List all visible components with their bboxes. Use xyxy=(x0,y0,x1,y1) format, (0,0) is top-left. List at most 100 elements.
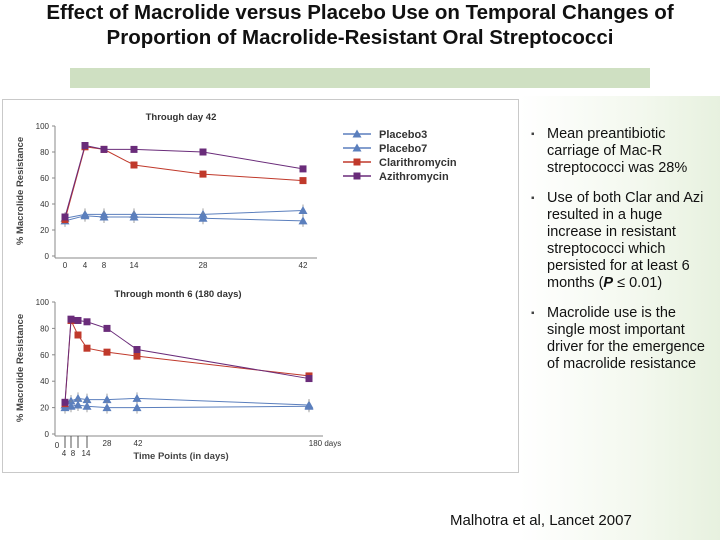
data-point xyxy=(100,145,108,153)
y-tick-label: 60 xyxy=(40,174,49,183)
p-value-label: P xyxy=(603,275,614,291)
data-point xyxy=(67,315,75,323)
y-tick-label: 20 xyxy=(40,404,49,413)
x-tick-label: 28 xyxy=(199,261,208,270)
bullet-text: Macrolide use is the single most importa… xyxy=(547,305,705,372)
data-point xyxy=(133,346,141,354)
x-tick-label: 8 xyxy=(102,261,107,270)
series-line xyxy=(64,144,304,218)
x-tick-label: 28 xyxy=(103,439,112,448)
x-tick-label: 14 xyxy=(82,449,91,458)
data-point xyxy=(82,401,92,410)
legend-marker xyxy=(353,158,361,166)
bullet-marker: ▪ xyxy=(531,308,535,319)
title-line-2: Proportion of Macrolide-Resistant Oral S… xyxy=(106,26,614,49)
legend-label: Azithromycin xyxy=(379,171,449,183)
legend-label: Clarithromycin xyxy=(379,157,457,169)
bullet-item: ▪ Mean preantibiotic carriage of Mac-R s… xyxy=(527,126,717,177)
series-line xyxy=(64,215,304,222)
accent-band xyxy=(70,68,650,88)
data-point xyxy=(299,177,307,185)
data-point xyxy=(61,398,69,406)
bullet-item: ▪ Use of both Clar and Azi resulted in a… xyxy=(527,190,717,292)
legend-marker xyxy=(353,172,361,180)
y-tick-label: 0 xyxy=(45,252,50,261)
slide-title: Effect of Macrolide versus Placebo Use o… xyxy=(0,0,720,50)
data-point xyxy=(130,161,138,169)
x-tick-label: 14 xyxy=(130,261,139,270)
y-tick-label: 0 xyxy=(45,430,50,439)
y-axis-title: % Macrolide Resistance xyxy=(15,314,26,422)
data-point xyxy=(74,316,82,324)
bullet-item: ▪ Macrolide use is the single most impor… xyxy=(527,305,717,373)
data-point xyxy=(132,403,142,412)
legend-marker xyxy=(352,143,362,152)
bullet-list: ▪ Mean preantibiotic carriage of Mac-R s… xyxy=(527,126,717,386)
data-point xyxy=(102,403,112,412)
data-point xyxy=(198,213,208,222)
data-point xyxy=(199,170,207,178)
data-point xyxy=(199,148,207,156)
data-point xyxy=(103,348,111,356)
data-point xyxy=(130,145,138,153)
bullet-marker: ▪ xyxy=(531,193,535,204)
data-point xyxy=(73,393,83,402)
data-point xyxy=(298,216,308,225)
data-point xyxy=(74,331,82,339)
bullet-text: Mean preantibiotic carriage of Mac-R str… xyxy=(547,126,688,176)
data-point xyxy=(66,401,76,410)
data-point xyxy=(82,395,92,404)
chart-title: Through day 42 xyxy=(146,112,217,123)
data-point xyxy=(81,142,89,149)
bullet-marker: ▪ xyxy=(531,129,535,140)
x-tick-label: 180 days xyxy=(309,439,341,448)
title-line-1: Effect of Macrolide versus Placebo Use o… xyxy=(46,1,674,24)
data-point xyxy=(304,401,314,410)
background-shade xyxy=(520,96,720,540)
x-tick-label: 42 xyxy=(299,261,308,270)
data-point xyxy=(83,344,91,352)
data-point xyxy=(103,324,111,332)
series-line xyxy=(64,404,310,409)
y-tick-label: 100 xyxy=(36,298,50,307)
x-tick-label: 0 xyxy=(63,261,68,270)
y-tick-label: 100 xyxy=(36,122,50,131)
x-tick-label: 42 xyxy=(134,439,143,448)
data-point xyxy=(102,395,112,404)
data-point xyxy=(83,318,91,326)
bullet-text-suffix: ≤ 0.01) xyxy=(613,275,663,291)
legend-label: Placebo7 xyxy=(379,143,427,155)
data-point xyxy=(133,352,141,360)
bullet-text: Use of both Clar and Azi resulted in a h… xyxy=(547,190,704,291)
legend-marker xyxy=(352,129,362,138)
x-axis-title: Time Points (in days) xyxy=(133,451,228,462)
series-line xyxy=(64,397,310,406)
data-point xyxy=(129,212,139,221)
y-axis-title: % Macrolide Resistance xyxy=(15,137,26,245)
x-tick-label: 4 xyxy=(62,449,67,458)
data-point xyxy=(305,375,313,383)
series-line xyxy=(64,318,310,403)
data-point xyxy=(299,165,307,173)
series-line xyxy=(64,146,304,220)
series-line xyxy=(64,318,310,404)
x-tick-label: 8 xyxy=(71,449,76,458)
y-tick-label: 80 xyxy=(40,324,49,333)
chart-title: Through month 6 (180 days) xyxy=(114,289,241,300)
data-point xyxy=(80,211,90,220)
data-point xyxy=(99,212,109,221)
y-tick-label: 60 xyxy=(40,351,49,360)
y-tick-label: 80 xyxy=(40,148,49,157)
y-tick-label: 20 xyxy=(40,226,49,235)
citation: Malhotra et al, Lancet 2007 xyxy=(450,512,632,529)
y-tick-label: 40 xyxy=(40,377,49,386)
y-tick-label: 40 xyxy=(40,200,49,209)
x-tick-label: 4 xyxy=(83,261,88,270)
legend-label: Placebo3 xyxy=(379,129,427,141)
data-point xyxy=(61,213,69,221)
data-point xyxy=(132,393,142,402)
x-tick-label: 0 xyxy=(55,441,60,450)
series-line xyxy=(64,210,304,219)
figure-panel: Through day 42 0 20 40 60 80 100% Macrolide Re… xyxy=(2,99,519,473)
